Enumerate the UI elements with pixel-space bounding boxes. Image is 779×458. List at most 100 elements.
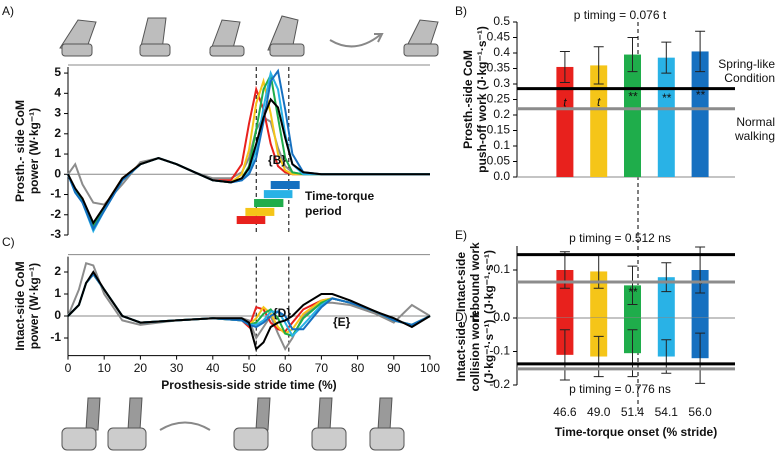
- error-bar: [661, 41, 672, 74]
- panel-label: B): [455, 4, 467, 18]
- error-bar: [627, 37, 638, 73]
- x-tick-label: 80: [351, 361, 365, 375]
- y-tick-label: 0.1: [493, 262, 510, 276]
- time-torque-period: [236, 216, 266, 225]
- y-tick-label: 0.4: [493, 45, 510, 59]
- y-tick-label: 0.0: [493, 310, 510, 324]
- y-axis-label: Prosth.-side CoM: [461, 50, 475, 149]
- arrow: [159, 421, 211, 431]
- error-bar: [593, 46, 604, 85]
- y-tick-label: -0.1: [489, 344, 510, 358]
- y-tick-label: 0.25: [487, 92, 511, 106]
- value-label: **: [628, 285, 638, 299]
- y-axis-label: (J·kg⁻¹·s⁻¹): [482, 320, 496, 384]
- y-tick-label: -1: [50, 187, 61, 201]
- x-tick-label: 30: [170, 361, 184, 375]
- annotation: {B}: [268, 153, 286, 167]
- y-axis-label: collision work: [468, 311, 482, 391]
- arrow: [329, 34, 381, 48]
- error-bar: [559, 329, 570, 381]
- y-tick-label: 0.15: [487, 123, 511, 137]
- error-bar: [695, 30, 706, 73]
- y-tick-label: -3: [50, 227, 61, 241]
- x-tick-label: 51.4: [621, 405, 645, 419]
- annotation: {D}: [273, 306, 291, 320]
- p-timing: p timing = 0.076 t: [574, 8, 667, 22]
- y-axis-label: (J·kg⁻¹·s⁻¹): [482, 250, 496, 314]
- x-tick-label: 46.6: [553, 405, 577, 419]
- y-tick-label: 0.5: [493, 14, 510, 28]
- p-timing: p timing = 0.512 ns: [569, 231, 671, 245]
- x-tick-label: 0: [65, 361, 72, 375]
- y-tick-label: 0.1: [493, 138, 510, 152]
- bar: [691, 51, 709, 178]
- time-torque-period: [254, 199, 284, 208]
- value-label: t: [597, 95, 601, 109]
- error-bar: [627, 265, 638, 306]
- y-axis-label: Prosth.- side CoM: [13, 100, 27, 202]
- y-axis-label: push-off work (J·kg⁻¹·s⁻¹): [475, 26, 489, 173]
- time-torque-period: [263, 190, 293, 199]
- x-tick-label: 100: [420, 361, 440, 375]
- panel-label: A): [2, 4, 14, 18]
- error-bar: [695, 332, 706, 384]
- reference-label: Normal: [736, 115, 775, 129]
- bar: [624, 54, 641, 177]
- bar: [657, 318, 675, 357]
- bar: [657, 277, 675, 318]
- x-tick-label: 54.1: [655, 405, 679, 419]
- value-label: t: [563, 96, 567, 110]
- x-tick-label: 90: [387, 361, 401, 375]
- x-tick-label: 10: [98, 361, 112, 375]
- error-bar: [661, 262, 672, 293]
- y-axis-label: power (W·kg⁻¹): [27, 263, 41, 349]
- series-line: [67, 97, 430, 225]
- x-axis-label: Time-torque onset (% stride): [555, 425, 717, 439]
- panel-label: E): [455, 228, 467, 242]
- time-torque-period: [245, 207, 275, 216]
- y-axis-label: rebound work: [468, 242, 482, 322]
- x-tick-label: 50: [242, 361, 256, 375]
- x-tick-label: 56.0: [688, 405, 712, 419]
- bar: [657, 57, 675, 177]
- y-tick-label: 0.2: [493, 107, 510, 121]
- value-label: **: [628, 89, 638, 103]
- x-tick-label: 70: [315, 361, 329, 375]
- p-timing: p timing = 0.776 ns: [569, 382, 671, 396]
- panel-label: C): [2, 235, 15, 249]
- series-line: [67, 261, 431, 352]
- annotation: Time-torque: [305, 189, 374, 203]
- bar: [556, 66, 574, 177]
- x-tick-label: 60: [279, 361, 293, 375]
- y-axis-label: Intact-side CoM: [13, 261, 27, 350]
- y-tick-label: -2: [50, 207, 61, 221]
- y-axis-label: power (W·kg⁻¹): [27, 108, 41, 194]
- y-tick-label: 4: [54, 85, 61, 99]
- y-tick-label: 0.0: [493, 310, 510, 324]
- x-tick-label: 20: [134, 361, 148, 375]
- series-line: [67, 270, 431, 351]
- annotation: period: [305, 204, 342, 218]
- y-tick-label: 0.45: [487, 30, 511, 44]
- icons-top: [59, 15, 439, 57]
- annotation: {E}: [333, 315, 351, 329]
- y-tick-label: 1: [54, 146, 61, 160]
- bar: [590, 65, 608, 177]
- y-tick-label: -0.2: [489, 377, 510, 391]
- y-axis-label: Intact-side: [454, 252, 468, 312]
- arrow-head: [374, 33, 384, 43]
- value-label: *: [698, 278, 703, 292]
- reference-label: Condition: [724, 71, 775, 85]
- y-tick-label: 2: [54, 126, 61, 140]
- error-bar: [559, 50, 570, 83]
- icons-bottom: [61, 397, 405, 451]
- x-tick-label: 40: [206, 361, 220, 375]
- y-tick-label: -1: [50, 330, 61, 344]
- value-label: **: [662, 91, 672, 105]
- value-label: **: [695, 88, 705, 102]
- y-tick-label: 0: [54, 166, 61, 180]
- reference-label: walking: [734, 129, 775, 143]
- y-tick-label: 0.35: [487, 61, 511, 75]
